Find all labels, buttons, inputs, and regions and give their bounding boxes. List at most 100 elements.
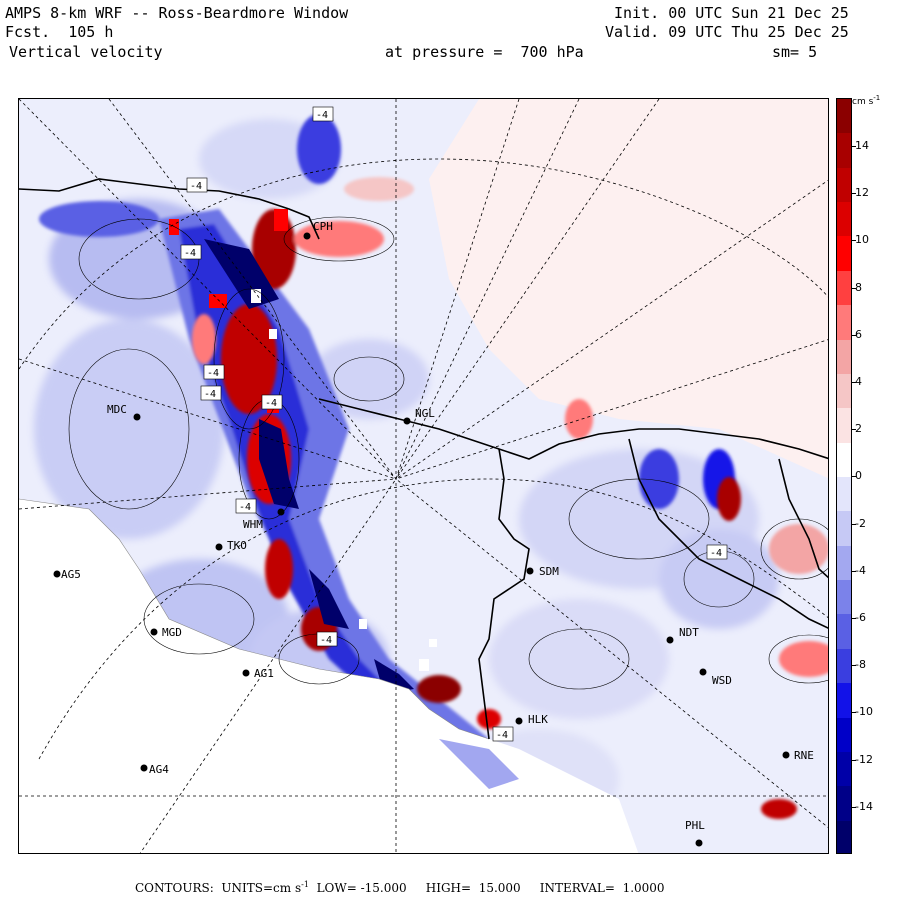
station-ndt[interactable]: NDT	[666, 626, 700, 644]
colorbar-tick-mark	[852, 334, 856, 336]
station-cph[interactable]: CPH	[303, 220, 333, 240]
colorbar-tick-mark	[852, 240, 856, 242]
station-dot	[515, 717, 523, 725]
station-mgd[interactable]: MGD	[150, 626, 182, 639]
forecast-hour: Fcst. 105 h	[5, 23, 114, 41]
colorbar-segment	[837, 648, 851, 684]
svg-text:-4: -4	[204, 389, 216, 400]
station-ag1[interactable]: AG1	[242, 667, 274, 680]
station-label: WSD	[712, 674, 732, 687]
contour-info: CONTOURS: UNITS=cm s-1 LOW= -15.000 HIGH…	[135, 880, 665, 895]
colorbar-segment	[837, 820, 851, 853]
colorbar-tick-mark	[852, 523, 856, 525]
colorbar-segment	[837, 236, 851, 272]
station-label: TKO	[227, 539, 247, 552]
svg-text:-4: -4	[320, 635, 332, 646]
contour-label: -4	[235, 498, 257, 514]
colorbar-segment	[837, 683, 851, 719]
colorbar-tick-mark	[852, 476, 856, 478]
colorbar-tick-mark	[852, 287, 856, 289]
colorbar-tick-mark	[852, 570, 856, 572]
station-dot	[403, 417, 411, 425]
colorbar-tick-label: 0	[855, 469, 862, 483]
colorbar-segment	[837, 99, 851, 134]
valid-time: Valid. 09 UTC Thu 25 Dec 25	[605, 23, 849, 41]
station-ag4[interactable]: AG4	[140, 763, 170, 776]
positive-region	[429, 99, 828, 479]
station-wsd[interactable]: WSD	[699, 668, 732, 688]
colorbar-tick-label: 8	[855, 280, 862, 294]
station-label: SDM	[539, 565, 559, 578]
station-dot	[526, 567, 534, 575]
contour-label: -4	[492, 726, 514, 742]
colorbar-tick-label: -6	[855, 611, 866, 624]
colorbar-segment	[837, 270, 851, 306]
colorbar-segment	[837, 373, 851, 409]
colorbar-tick-label: 12	[855, 186, 869, 200]
mountain-band-red	[192, 177, 828, 819]
contour-label: -4	[203, 364, 225, 380]
colorbar-tick-mark	[852, 193, 856, 195]
contour-label: -4	[261, 394, 283, 410]
colorbar-tick-label: -10	[855, 705, 873, 719]
station-label: AG4	[149, 763, 169, 776]
station-label: MDC	[107, 403, 127, 416]
colorbar-tick-label: 6	[855, 327, 862, 341]
contour-labels: -4 -4 -4 -4 -4 -4 -4 -4 -4 -4	[180, 106, 728, 742]
colorbar-segment	[837, 580, 851, 615]
svg-text:-4: -4	[265, 398, 277, 409]
station-label: AG5	[61, 568, 81, 581]
terrain-masks	[251, 289, 437, 671]
station-dot	[666, 636, 674, 644]
station-label: MGD	[162, 626, 182, 639]
contour-label: -4	[316, 631, 338, 647]
station-hlk[interactable]: HLK	[515, 713, 549, 726]
colorbar-tick-label: -4	[855, 563, 866, 577]
colorbar-segment	[837, 717, 851, 753]
vertical-velocity-field: -4 -4 -4 -4 -4 -4 -4 -4 -4 -4 CPH MDC NGL WHM TKO AG5 S…	[19, 99, 828, 853]
colorbar-tick-mark	[852, 146, 856, 147]
svg-text:-4: -4	[207, 368, 219, 379]
colorbar-tick-label: -8	[855, 658, 866, 672]
station-tko[interactable]: TKO	[215, 539, 247, 552]
station-dot	[695, 839, 703, 847]
map-panel[interactable]: -4 -4 -4 -4 -4 -4 -4 -4 -4 -4 CPH MDC NGL WHM TKO AG5 S…	[18, 98, 829, 854]
colorbar-segment	[837, 339, 851, 375]
colorbar-segment	[837, 305, 851, 341]
station-rne[interactable]: RNE	[782, 749, 814, 762]
station-dot	[53, 570, 61, 578]
station-dot	[140, 764, 148, 772]
svg-text:-4: -4	[496, 730, 508, 741]
colorbar-segment	[837, 614, 851, 650]
svg-text:-4: -4	[190, 181, 202, 192]
pressure-level: at pressure = 700 hPa	[385, 43, 584, 61]
contour-label: -4	[200, 385, 222, 401]
station-dot	[133, 413, 141, 421]
svg-text:-4: -4	[239, 502, 251, 513]
station-whm[interactable]: WHM	[243, 508, 285, 532]
field-name: Vertical velocity	[9, 43, 163, 61]
svg-text:-4: -4	[710, 548, 722, 559]
station-ngl[interactable]: NGL	[403, 407, 436, 425]
svg-text:-4: -4	[316, 110, 328, 121]
station-label: NDT	[679, 626, 699, 639]
colorbar-tick-mark	[852, 665, 856, 667]
station-dot	[782, 751, 790, 759]
graticule	[19, 99, 828, 853]
station-label: RNE	[794, 749, 814, 762]
station-phl[interactable]: PHL	[685, 819, 705, 847]
colorbar-tick-mark	[852, 618, 856, 619]
colorbar-tick-mark	[852, 382, 856, 383]
colorbar-segment	[837, 442, 851, 478]
station-label: NGL	[415, 407, 435, 420]
station-mdc[interactable]: MDC	[107, 403, 141, 421]
colorbar-tick-label: 2	[855, 422, 862, 436]
colorbar-segment	[837, 408, 851, 444]
station-sdm[interactable]: SDM	[526, 565, 560, 578]
colorbar-units: cm s-1	[852, 94, 881, 107]
colorbar-segment	[837, 786, 851, 822]
smoothing-value: sm= 5	[772, 43, 818, 61]
contour-label: -4	[186, 177, 208, 193]
colorbar-segment	[837, 133, 851, 169]
station-ag5[interactable]: AG5	[53, 568, 81, 581]
